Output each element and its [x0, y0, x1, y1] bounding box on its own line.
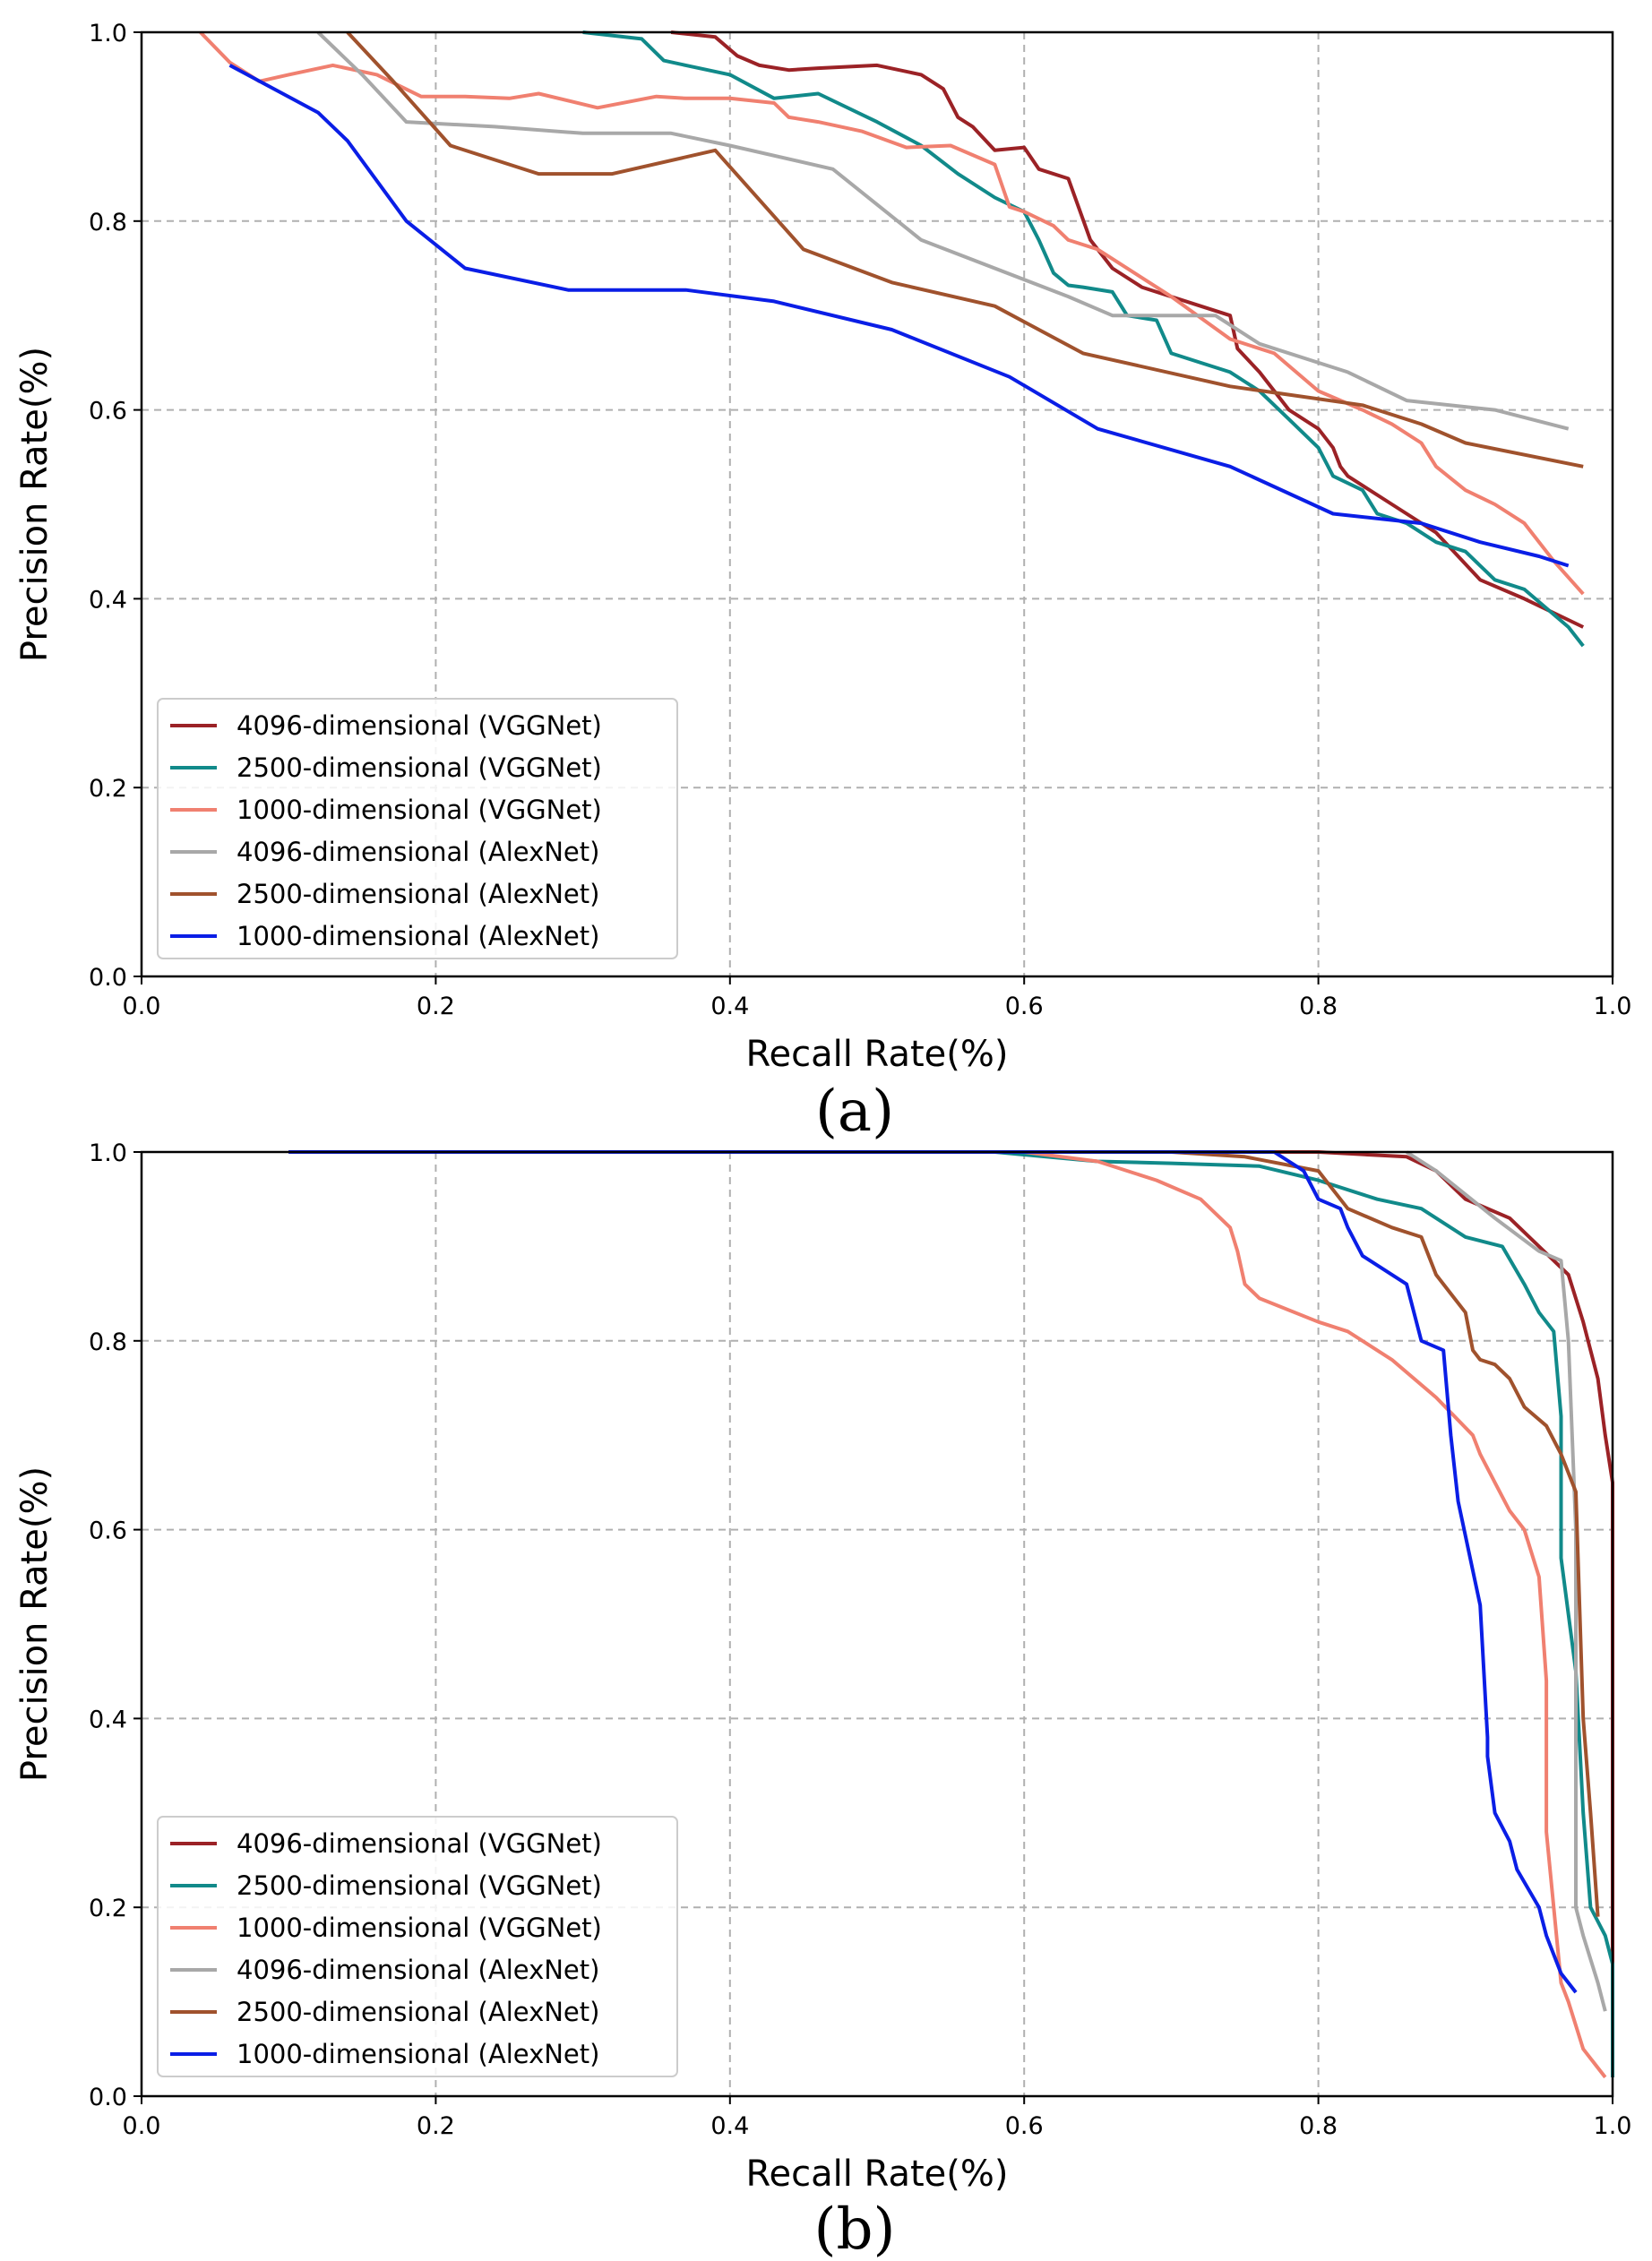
legend: 4096-dimensional (VGGNet) 2500-dimensiona…: [157, 1816, 678, 2077]
chart-panel-1: 0.0 0.2 0.4 0.6 0.8 1.0 0.0 0.2 0.4 0.6 0.8 1.0 Reca…: [14, 1139, 1631, 2261]
legend-box: [157, 1816, 678, 2077]
x-tick-label: 0.2: [417, 993, 455, 1020]
x-axis-label: Recall Rate(%): [746, 1034, 1009, 1075]
x-tick-label: 0.4: [710, 993, 749, 1020]
legend-label-5: 1000-dimensional (AlexNet): [237, 921, 599, 951]
series-line-3: [1406, 1150, 1607, 2012]
panel-caption: (a): [815, 1079, 894, 1145]
y-tick-label: 0.8: [89, 1328, 127, 1356]
legend-label-1: 2500-dimensional (VGGNet): [237, 752, 602, 783]
legend-box: [157, 698, 678, 959]
x-axis-label: Recall Rate(%): [746, 2154, 1009, 2195]
legend-label-1: 2500-dimensional (VGGNet): [237, 1870, 602, 1901]
series-line-1: [582, 30, 1585, 648]
legend-label-4: 2500-dimensional (AlexNet): [237, 1997, 599, 2027]
x-tick-label: 1.0: [1594, 993, 1632, 1020]
plot-frame: [140, 30, 1614, 978]
x-tick-label: 0.6: [1005, 993, 1044, 1020]
y-tick-label: 0.4: [89, 1706, 127, 1733]
legend-label-2: 1000-dimensional (VGGNet): [237, 1913, 602, 1943]
legend-label-5: 1000-dimensional (AlexNet): [237, 2039, 599, 2069]
legend-label-4: 2500-dimensional (AlexNet): [237, 879, 599, 909]
x-tick-label: 0.6: [1005, 2112, 1044, 2140]
series-line-0: [670, 30, 1585, 629]
y-tick-label: 0.6: [89, 398, 127, 426]
series-line-2: [288, 1150, 1607, 2079]
series-line-5: [228, 64, 1570, 568]
series-line-4: [346, 30, 1584, 469]
y-tick-label: 0.8: [89, 209, 127, 236]
legend-label-0: 4096-dimensional (VGGNet): [237, 710, 602, 741]
series-line-2: [199, 30, 1585, 596]
y-tick-label: 0.0: [89, 964, 127, 992]
y-tick-label: 1.0: [89, 1139, 127, 1167]
plot-frame: [140, 1150, 1614, 2098]
legend-label-3: 4096-dimensional (AlexNet): [237, 837, 599, 867]
x-tick-label: 0.8: [1299, 2112, 1338, 2140]
chart-panel-0: 0.0 0.2 0.4 0.6 0.8 1.0 0.0 0.2 0.4 0.6 0.8 1.0 Reca…: [14, 20, 1631, 1145]
legend: 4096-dimensional (VGGNet) 2500-dimensiona…: [157, 698, 678, 959]
y-tick-label: 0.2: [89, 1895, 127, 1922]
panel-caption: (b): [814, 2197, 896, 2261]
y-tick-label: 0.0: [89, 2084, 127, 2111]
y-tick-label: 0.4: [89, 586, 127, 614]
series-line-1: [288, 1150, 1614, 2077]
x-tick-label: 0.0: [123, 2112, 161, 2140]
y-tick-label: 0.6: [89, 1517, 127, 1545]
x-tick-label: 1.0: [1594, 2112, 1632, 2140]
x-tick-label: 0.8: [1299, 993, 1338, 1020]
series-line-4: [288, 1150, 1600, 1917]
x-tick-label: 0.4: [710, 2112, 749, 2140]
legend-label-2: 1000-dimensional (VGGNet): [237, 795, 602, 825]
legend-label-0: 4096-dimensional (VGGNet): [237, 1828, 602, 1859]
x-tick-label: 0.0: [123, 993, 161, 1020]
series-line-3: [316, 30, 1570, 431]
y-tick-label: 1.0: [89, 20, 127, 47]
y-axis-label: Precision Rate(%): [14, 1466, 56, 1782]
y-axis-label: Precision Rate(%): [14, 347, 56, 662]
x-tick-label: 0.2: [417, 2112, 455, 2140]
legend-label-3: 4096-dimensional (AlexNet): [237, 1955, 599, 1985]
y-tick-label: 0.2: [89, 775, 127, 803]
series-line-5: [288, 1150, 1578, 1994]
